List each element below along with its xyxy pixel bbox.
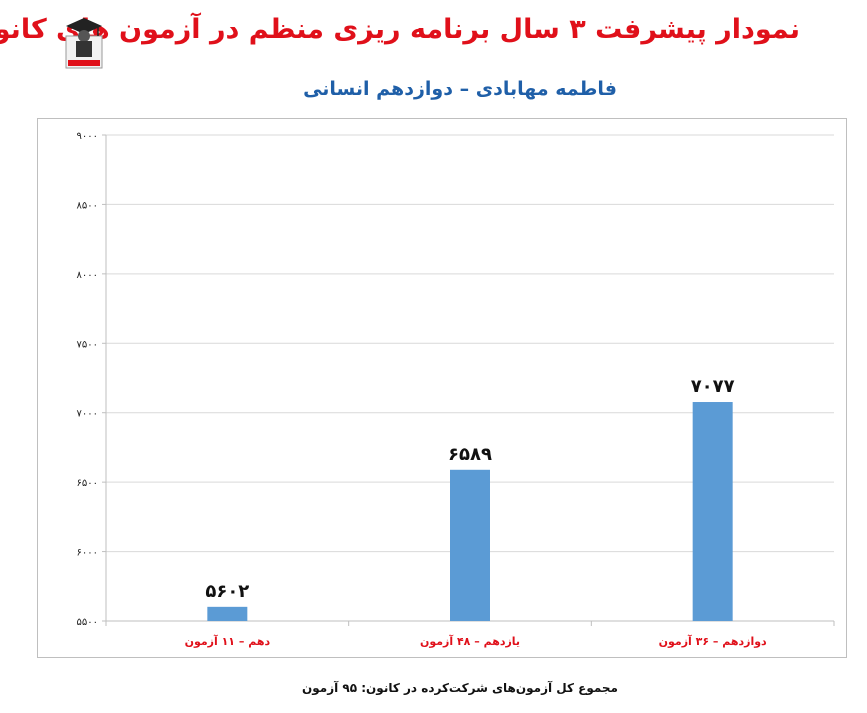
y-tick-label: ۶۵۰۰ — [77, 478, 98, 489]
bar — [692, 402, 733, 621]
bar — [207, 606, 248, 621]
bar-value-label: ۷۰۷۷ — [691, 376, 735, 397]
bar-value-label: ۵۶۰۲ — [205, 581, 249, 602]
bar-value-label: ۶۵۸۹ — [448, 444, 492, 465]
bar — [450, 469, 490, 621]
bar-chart: ۵۵۰۰ ۶۰۰۰ ۶۵۰۰ ۷۰۰۰ ۷۵۰۰ ۸۰۰۰ ۸۵۰۰ ۹۰۰۰ ۵۶۰۲ دهم … — [77, 131, 835, 648]
y-tick-label: ۷۰۰۰ — [77, 409, 98, 420]
chart-title: نمودار پیشرفت ۳ سال برنامه ریزی منظم در … — [0, 14, 800, 45]
y-tick-label: ۵۵۰۰ — [77, 617, 98, 628]
x-category-label: یازدهم – ۴۸ آزمون — [420, 634, 520, 648]
y-tick-label: ۶۰۰۰ — [77, 548, 98, 559]
x-category-label: دوازدهم – ۳۶ آزمون — [659, 634, 767, 648]
y-tick-label: ۸۵۰۰ — [77, 200, 98, 211]
total-exams-note: مجموع کل آزمون‌های شرکت‌کرده در کانون: ۹… — [302, 681, 618, 695]
x-category-label: دهم – ۱۱ آزمون — [185, 634, 271, 648]
y-tick-label: ۹۰۰۰ — [77, 131, 98, 142]
y-tick-label: ۸۰۰۰ — [77, 270, 98, 281]
chart-subtitle: فاطمه مهابادی – دوازدهم انسانی — [303, 78, 617, 100]
chart-area: ۵۵۰۰ ۶۰۰۰ ۶۵۰۰ ۷۰۰۰ ۷۵۰۰ ۸۰۰۰ ۸۵۰۰ ۹۰۰۰ ۵۶۰۲ دهم … — [37, 118, 847, 658]
graduate-logo-icon — [65, 18, 103, 69]
y-tick-label: ۷۵۰۰ — [77, 339, 98, 350]
